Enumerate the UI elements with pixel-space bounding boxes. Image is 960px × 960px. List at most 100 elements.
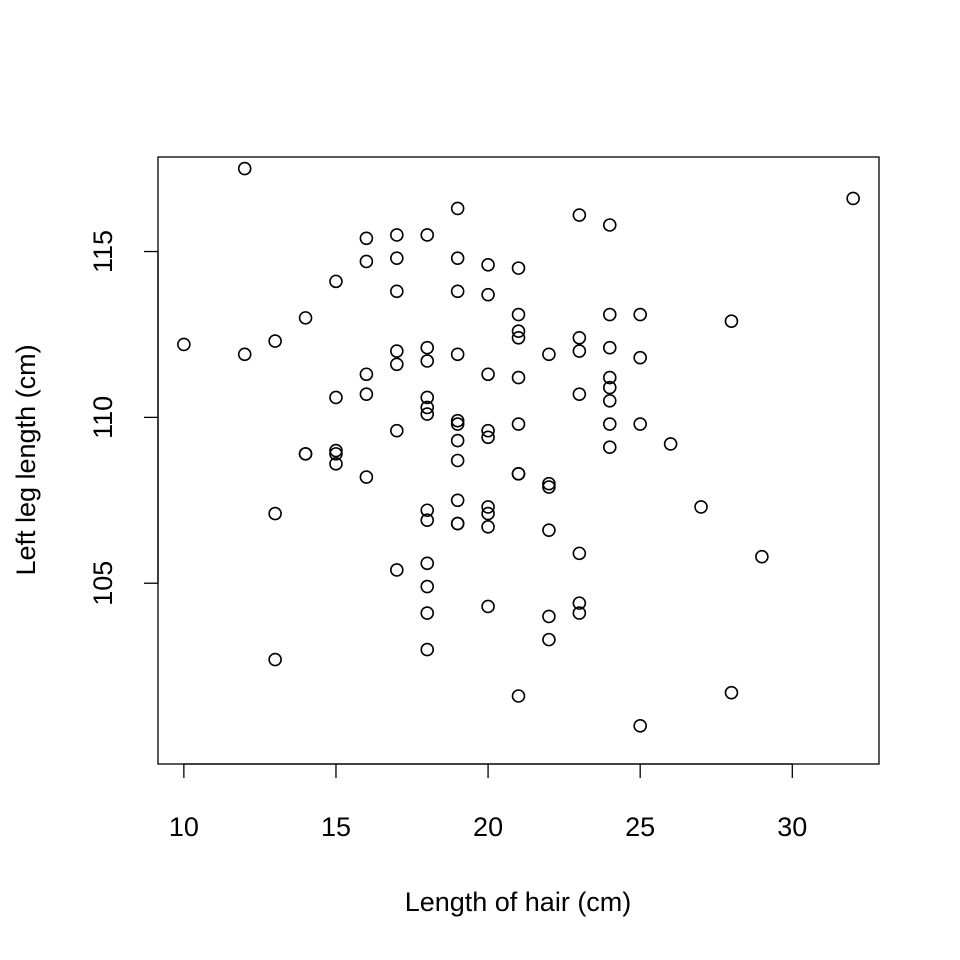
data-point bbox=[237, 347, 252, 362]
data-point bbox=[481, 287, 495, 302]
data-point bbox=[420, 390, 435, 405]
data-point bbox=[602, 340, 617, 355]
y-axis: 105 110 115 bbox=[88, 230, 159, 606]
data-point bbox=[390, 251, 404, 265]
data-point bbox=[237, 161, 252, 176]
data-point bbox=[481, 500, 495, 514]
data-point bbox=[602, 440, 617, 455]
data-point bbox=[359, 387, 374, 401]
data-point bbox=[511, 466, 526, 481]
data-point bbox=[390, 423, 404, 438]
data-point bbox=[602, 370, 617, 385]
data-point bbox=[420, 354, 435, 368]
y-axis-label: Left leg length (cm) bbox=[11, 344, 41, 575]
data-point bbox=[755, 549, 769, 564]
data-point bbox=[450, 516, 465, 531]
data-point bbox=[602, 307, 617, 322]
data-point bbox=[420, 556, 435, 571]
data-point bbox=[329, 274, 343, 289]
data-point bbox=[511, 261, 526, 275]
data-point bbox=[572, 387, 587, 401]
data-point bbox=[420, 407, 435, 421]
data-point bbox=[481, 423, 495, 438]
data-point bbox=[420, 513, 435, 528]
data-point bbox=[511, 370, 526, 385]
data-point bbox=[298, 447, 313, 461]
x-tick-label: 15 bbox=[321, 812, 351, 842]
data-point bbox=[450, 417, 465, 431]
data-point bbox=[359, 367, 374, 382]
data-point bbox=[359, 254, 374, 269]
data-point bbox=[542, 609, 556, 624]
data-point bbox=[450, 284, 465, 299]
data-point bbox=[511, 307, 526, 322]
data-point bbox=[450, 251, 465, 265]
data-point bbox=[359, 470, 374, 484]
data-point bbox=[511, 324, 526, 338]
data-point bbox=[329, 390, 343, 405]
x-tick-label: 30 bbox=[777, 812, 807, 842]
data-point bbox=[633, 307, 647, 322]
data-point bbox=[511, 689, 526, 703]
data-point bbox=[390, 284, 404, 299]
data-point bbox=[329, 443, 343, 458]
data-point bbox=[420, 400, 435, 415]
x-tick-label: 10 bbox=[169, 812, 199, 842]
y-tick-label: 110 bbox=[88, 396, 118, 439]
data-point bbox=[846, 191, 860, 206]
data-point bbox=[602, 218, 617, 232]
data-point bbox=[481, 258, 495, 272]
data-point bbox=[420, 579, 435, 594]
data-point bbox=[481, 367, 495, 382]
data-point bbox=[481, 430, 495, 445]
data-point bbox=[663, 437, 678, 451]
x-tick-label: 25 bbox=[625, 812, 655, 842]
data-point bbox=[390, 357, 404, 372]
data-points bbox=[177, 161, 860, 733]
data-point bbox=[602, 380, 617, 395]
data-point bbox=[450, 413, 465, 428]
data-point bbox=[542, 523, 556, 537]
data-point bbox=[359, 231, 374, 246]
data-point bbox=[268, 506, 282, 521]
data-point bbox=[542, 632, 556, 647]
data-point bbox=[602, 417, 617, 431]
data-point bbox=[481, 520, 495, 534]
data-point bbox=[511, 330, 526, 345]
data-point bbox=[420, 606, 435, 620]
data-point bbox=[450, 453, 465, 468]
x-axis: 10 15 20 25 30 bbox=[169, 763, 807, 842]
data-point bbox=[542, 476, 556, 491]
data-point bbox=[420, 503, 435, 518]
data-point bbox=[450, 201, 465, 216]
data-point bbox=[542, 347, 556, 362]
data-point bbox=[633, 350, 647, 365]
data-point bbox=[572, 344, 587, 358]
data-point bbox=[177, 337, 191, 352]
data-point bbox=[481, 599, 495, 614]
data-point bbox=[572, 546, 587, 561]
data-point bbox=[450, 433, 465, 448]
data-point bbox=[572, 606, 587, 620]
data-point bbox=[420, 340, 435, 355]
data-point bbox=[572, 330, 587, 345]
data-point bbox=[329, 447, 343, 461]
data-point bbox=[390, 563, 404, 577]
data-point bbox=[542, 480, 556, 494]
data-point bbox=[694, 500, 708, 514]
data-point bbox=[481, 506, 495, 521]
x-tick-label: 20 bbox=[473, 812, 503, 842]
data-point bbox=[633, 719, 647, 733]
y-tick-label: 105 bbox=[88, 561, 118, 606]
data-point bbox=[390, 228, 404, 242]
y-tick-label: 115 bbox=[88, 230, 118, 273]
data-point bbox=[268, 652, 282, 667]
data-point bbox=[633, 417, 647, 431]
data-point bbox=[602, 393, 617, 408]
data-point bbox=[511, 417, 526, 431]
data-point bbox=[390, 344, 404, 358]
plot-frame bbox=[157, 156, 880, 765]
x-axis-label: Length of hair (cm) bbox=[405, 887, 632, 917]
data-point bbox=[724, 314, 739, 328]
data-point bbox=[329, 457, 343, 471]
